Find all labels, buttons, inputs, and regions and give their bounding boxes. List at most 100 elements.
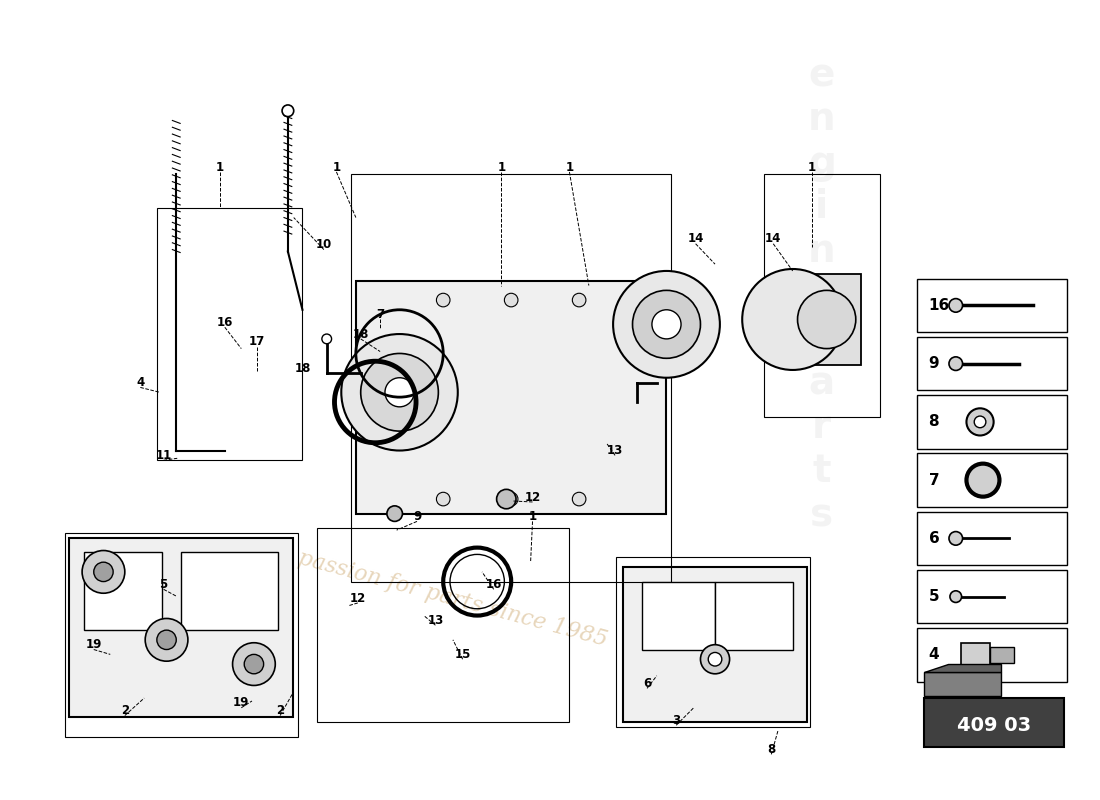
Bar [623,567,807,722]
Circle shape [652,310,681,339]
Text: 18: 18 [352,327,368,341]
Circle shape [572,294,586,307]
Circle shape [949,298,962,312]
Circle shape [361,354,439,431]
Text: 10: 10 [316,238,332,251]
Text: 6: 6 [644,677,651,690]
Circle shape [967,464,1000,497]
Circle shape [949,357,962,370]
Text: 16: 16 [928,298,949,313]
Text: 11: 11 [155,449,172,462]
Text: 9: 9 [412,510,421,523]
Text: 19: 19 [86,638,102,651]
Text: 2: 2 [121,704,129,717]
Text: 6: 6 [928,531,939,546]
Polygon shape [924,664,1001,672]
Text: 19: 19 [233,697,250,710]
Bar [317,528,570,722]
Bar [917,512,1067,565]
Text: 7: 7 [376,308,384,321]
Bar [917,628,1067,682]
Bar [917,454,1067,507]
Bar [84,553,162,630]
Circle shape [232,642,275,686]
Circle shape [496,490,516,509]
Text: 13: 13 [607,444,624,457]
Circle shape [385,378,414,407]
Text: 4: 4 [928,647,939,662]
Circle shape [145,618,188,661]
Circle shape [505,492,518,506]
Circle shape [437,294,450,307]
Text: 409 03: 409 03 [957,716,1031,734]
Bar [182,553,278,630]
Bar [793,274,860,365]
Bar [351,174,671,582]
Circle shape [950,591,961,602]
Bar [763,174,880,417]
Text: 14: 14 [766,233,781,246]
Text: 8: 8 [767,743,775,756]
Text: 13: 13 [427,614,443,627]
Text: 1: 1 [808,161,816,174]
Text: 14: 14 [688,233,704,246]
Circle shape [967,408,993,435]
Text: 4: 4 [136,376,144,389]
Text: 12: 12 [350,591,366,605]
Circle shape [632,290,701,358]
Text: 1: 1 [565,161,573,174]
Text: 1: 1 [528,510,537,523]
Text: 5: 5 [160,578,168,591]
Text: 9: 9 [928,356,939,371]
Bar [924,672,1001,696]
Circle shape [82,550,124,594]
Bar [157,208,302,460]
Text: 2: 2 [276,704,284,717]
Bar [65,533,298,737]
Bar [960,643,990,666]
Circle shape [975,416,986,428]
Bar [917,395,1067,449]
Circle shape [742,269,844,370]
Bar [990,647,1014,662]
Circle shape [387,506,403,522]
Text: 8: 8 [928,414,939,430]
Bar [924,698,1065,746]
Text: 16: 16 [485,578,502,591]
Circle shape [322,334,331,344]
Circle shape [341,334,458,450]
Text: 1: 1 [332,161,341,174]
Text: a passion for parts since 1985: a passion for parts since 1985 [276,542,610,650]
Circle shape [708,653,722,666]
Text: 1: 1 [216,161,224,174]
Text: 5: 5 [928,589,939,604]
Circle shape [505,294,518,307]
Bar [917,570,1067,623]
Circle shape [157,630,176,650]
Circle shape [437,492,450,506]
Circle shape [572,492,586,506]
Bar [917,278,1067,332]
Text: 17: 17 [249,335,265,348]
Text: 16: 16 [217,316,233,329]
Text: 18: 18 [295,362,310,374]
Circle shape [949,531,962,545]
Bar [917,337,1067,390]
Bar [715,582,793,650]
Circle shape [94,562,113,582]
Circle shape [282,105,294,117]
Text: 3: 3 [672,714,680,727]
Circle shape [613,271,719,378]
Text: e
n
g
i
n
e
p
a
r
t
s: e n g i n e p a r t s [807,56,836,534]
Circle shape [798,290,856,349]
Bar [69,538,293,718]
Text: 7: 7 [928,473,939,488]
Text: 1: 1 [497,161,506,174]
Text: 12: 12 [525,490,541,504]
Circle shape [244,654,264,674]
Bar [642,582,715,650]
Bar [356,281,667,514]
Text: 15: 15 [454,648,471,661]
Bar [616,558,811,727]
Circle shape [701,645,729,674]
